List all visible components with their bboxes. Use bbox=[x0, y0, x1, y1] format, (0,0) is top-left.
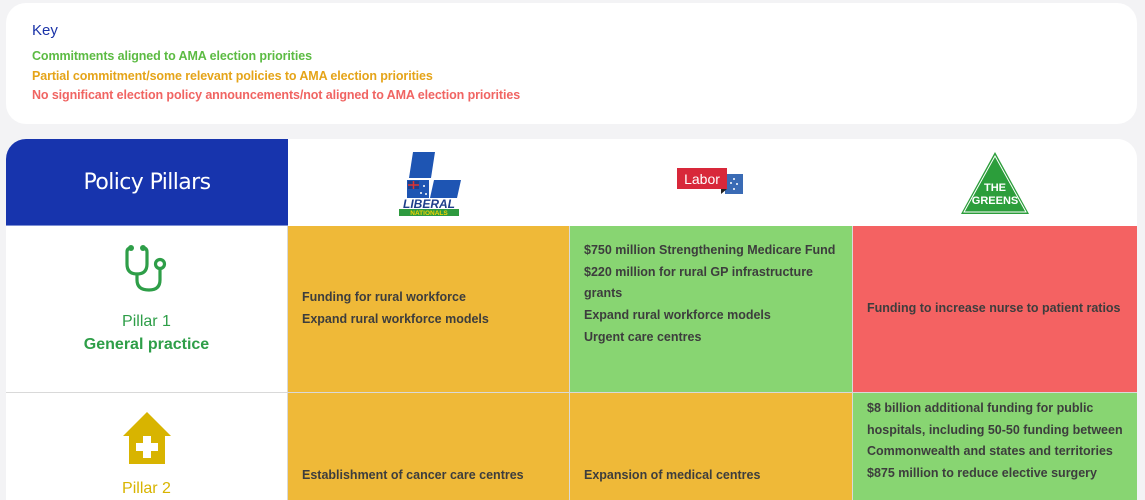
nationals-logo-text: NATIONALS bbox=[410, 210, 448, 216]
key-item-partial: Partial commitment/some relevant policie… bbox=[32, 68, 433, 83]
commitment-item: $8 billion additional funding for public… bbox=[867, 401, 1123, 459]
liberal-logo-text: LIBERAL bbox=[403, 197, 455, 211]
greens-commitments-pillar-2: $8 billion additional funding for public… bbox=[853, 393, 1137, 500]
commitment-item: Expand rural workforce models bbox=[302, 312, 489, 326]
pillar-name: General practice bbox=[83, 336, 210, 353]
party-header-labor: Labor bbox=[570, 139, 853, 226]
liberal-commitments-pillar-2: Establishment of cancer care centres bbox=[288, 393, 570, 500]
commitment-item: $875 million to reduce elective surgery bbox=[867, 466, 1097, 481]
policy-pillars-title: Policy Pillars bbox=[83, 169, 212, 195]
policy-pillars-header: Policy Pillars bbox=[6, 139, 288, 226]
labor-commitments-pillar-1: $750 million Strengthening Medicare Fund… bbox=[570, 226, 853, 393]
liberal-commitments-pillar-1: Funding for rural workforce Expand rural… bbox=[288, 226, 570, 393]
commitment-item: Funding for rural workforce bbox=[302, 290, 466, 305]
greens-commitments-pillar-1: Funding to increase nurse to patient rat… bbox=[853, 226, 1137, 393]
stethoscope-icon bbox=[124, 245, 166, 292]
key-legend: Key Commitments aligned to AMA election … bbox=[6, 3, 1137, 124]
commitment-item: Urgent care centres bbox=[584, 329, 702, 344]
table-row: Pillar 1 General practice Funding for ru… bbox=[6, 226, 1137, 393]
commitment-item: Funding to increase nurse to patient rat… bbox=[867, 301, 1121, 316]
key-item-aligned: Commitments aligned to AMA election prio… bbox=[32, 49, 312, 63]
greens-logo-text-bottom: GREENS bbox=[972, 195, 1018, 207]
policy-table: Policy Pillars LIBERAL NATIONALS bbox=[6, 139, 1137, 500]
commitment-item: Expand rural workforce models bbox=[584, 308, 771, 323]
pillar-2-cell: Pillar 2 bbox=[6, 393, 288, 500]
key-item-not-aligned: No significant election policy announcem… bbox=[32, 88, 521, 102]
liberal-nationals-logo: LIBERAL NATIONALS bbox=[399, 151, 461, 216]
key-title: Key bbox=[32, 22, 58, 39]
commitment-item: $750 million Strengthening Medicare Fund bbox=[584, 243, 836, 257]
commitment-item: Establishment of cancer care centres bbox=[302, 468, 524, 483]
labor-logo-text: Labor bbox=[684, 171, 720, 187]
pillar-number: Pillar 1 bbox=[122, 313, 171, 330]
commitment-item: $220 million for rural GP infrastructure… bbox=[584, 264, 814, 301]
labor-logo: Labor bbox=[676, 167, 743, 194]
table-row: Pillar 2 Establishment of cancer care ce… bbox=[6, 393, 1137, 500]
party-header-greens: THE GREENS bbox=[853, 139, 1137, 226]
party-header-liberal: LIBERAL NATIONALS bbox=[288, 139, 570, 226]
greens-logo: THE GREENS bbox=[961, 151, 1029, 214]
hospital-house-icon bbox=[122, 412, 171, 464]
commitment-item: Expansion of medical centres bbox=[584, 468, 761, 483]
labor-commitments-pillar-2: Expansion of medical centres bbox=[570, 393, 853, 500]
pillar-number: Pillar 2 bbox=[122, 480, 171, 497]
pillar-1-cell: Pillar 1 General practice bbox=[6, 226, 288, 393]
greens-logo-text-top: THE bbox=[984, 182, 1006, 194]
table-header-row: Policy Pillars LIBERAL NATIONALS bbox=[6, 139, 1137, 226]
